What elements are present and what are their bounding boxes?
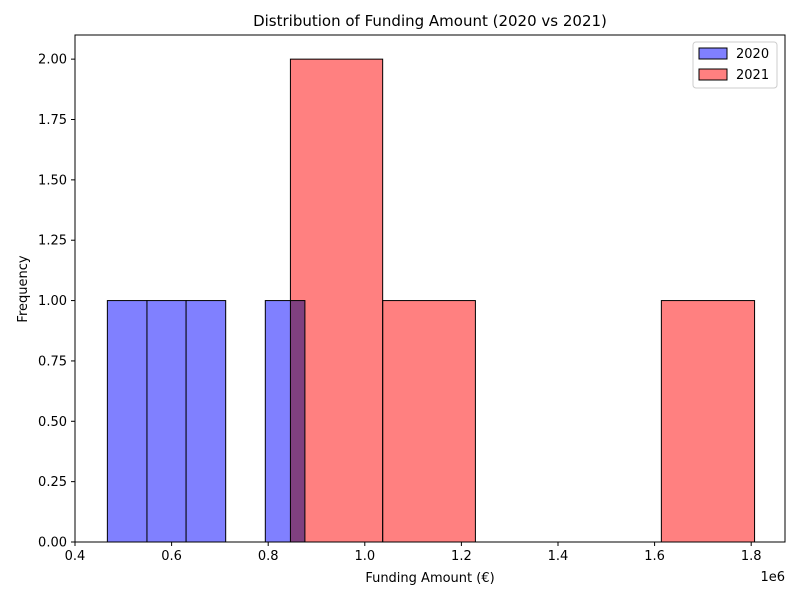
y-tick-label: 1.75 xyxy=(38,113,67,128)
legend-swatch-2020 xyxy=(698,47,728,60)
x-axis-label: Funding Amount (€) xyxy=(365,571,494,586)
legend-label-2020: 2020 xyxy=(736,47,769,62)
legend-swatch-2021 xyxy=(698,68,728,81)
x-tick-label: 1.4 xyxy=(548,549,569,564)
x-axis-ticks: 0.4 0.6 0.8 1.0 1.2 1.4 1.6 1.8 xyxy=(65,542,762,564)
y-tick-label: 0.50 xyxy=(38,415,67,430)
x-tick-label: 1.0 xyxy=(354,549,375,564)
x-tick-label: 0.8 xyxy=(258,549,279,564)
bar-2020-bin-0 xyxy=(106,300,148,543)
x-axis-offset-label: 1e6 xyxy=(760,570,785,585)
x-tick-label: 1.8 xyxy=(741,549,762,564)
bars-layer xyxy=(106,58,756,543)
bar-2020-bin-1 xyxy=(146,300,187,543)
y-axis-ticks: 0.00 0.25 0.50 0.75 1.00 1.25 1.50 1.75 2.00 xyxy=(38,53,75,551)
y-axis-label: Frequency xyxy=(16,255,31,322)
y-tick-label: 0.25 xyxy=(38,475,67,490)
x-tick-label: 0.6 xyxy=(161,549,182,564)
bar-2021-bin-0 xyxy=(289,58,384,543)
legend: 2020 2021 xyxy=(692,41,778,89)
y-tick-label: 1.50 xyxy=(38,173,67,188)
chart-title: Distribution of Funding Amount (2020 vs … xyxy=(253,12,607,30)
bar-2020-bin-2 xyxy=(185,300,227,543)
y-tick-label: 2.00 xyxy=(38,53,67,68)
y-tick-label: 1.00 xyxy=(38,294,67,309)
bar-2021-bin-4 xyxy=(660,300,756,543)
y-tick-label: 1.25 xyxy=(38,234,67,249)
x-tick-label: 1.2 xyxy=(451,549,472,564)
bar-2021-bin-1 xyxy=(382,300,476,543)
y-tick-label: 0.75 xyxy=(38,354,67,369)
y-tick-label: 0.00 xyxy=(38,536,67,551)
plot-frame xyxy=(74,34,786,543)
legend-label-2021: 2021 xyxy=(736,68,769,83)
x-tick-label: 0.4 xyxy=(65,549,86,564)
x-tick-label: 1.6 xyxy=(644,549,665,564)
